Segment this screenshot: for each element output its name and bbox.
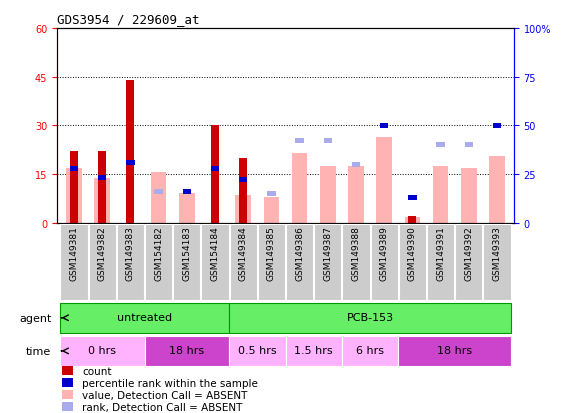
Bar xyxy=(264,198,279,223)
Text: GSM149390: GSM149390 xyxy=(408,225,417,280)
Text: percentile rank within the sample: percentile rank within the sample xyxy=(82,378,258,388)
FancyBboxPatch shape xyxy=(173,225,200,300)
Text: agent: agent xyxy=(19,313,51,323)
Bar xyxy=(211,126,219,223)
Bar xyxy=(436,143,445,148)
Bar xyxy=(352,162,360,167)
Text: untreated: untreated xyxy=(117,312,172,322)
Text: 6 hrs: 6 hrs xyxy=(356,345,384,355)
Bar xyxy=(376,138,392,223)
Text: GSM149386: GSM149386 xyxy=(295,225,304,280)
Text: GSM154182: GSM154182 xyxy=(154,225,163,280)
Bar xyxy=(465,143,473,148)
FancyBboxPatch shape xyxy=(286,225,313,300)
FancyBboxPatch shape xyxy=(145,225,172,300)
FancyBboxPatch shape xyxy=(230,225,257,300)
Text: GSM149391: GSM149391 xyxy=(436,225,445,280)
Bar xyxy=(62,366,73,375)
Bar xyxy=(324,139,332,144)
Bar xyxy=(292,153,307,223)
Bar xyxy=(183,190,191,195)
Bar xyxy=(235,196,251,223)
FancyBboxPatch shape xyxy=(202,225,228,300)
Text: count: count xyxy=(82,366,112,376)
Bar xyxy=(154,190,163,195)
FancyBboxPatch shape xyxy=(61,225,87,300)
Text: rank, Detection Call = ABSENT: rank, Detection Call = ABSENT xyxy=(82,402,243,412)
Bar xyxy=(70,152,78,223)
Bar xyxy=(433,167,448,223)
Bar xyxy=(151,173,166,223)
FancyBboxPatch shape xyxy=(371,225,398,300)
Bar xyxy=(126,81,134,223)
Bar xyxy=(408,216,416,223)
Text: GSM149387: GSM149387 xyxy=(323,225,332,280)
FancyBboxPatch shape xyxy=(229,303,511,333)
Bar xyxy=(94,178,110,223)
Bar xyxy=(98,176,106,181)
Text: time: time xyxy=(26,346,51,356)
Bar xyxy=(211,166,219,171)
FancyBboxPatch shape xyxy=(399,225,426,300)
Bar xyxy=(239,178,247,183)
FancyBboxPatch shape xyxy=(314,225,341,300)
FancyBboxPatch shape xyxy=(427,225,454,300)
Bar xyxy=(461,169,477,223)
Text: GDS3954 / 229609_at: GDS3954 / 229609_at xyxy=(57,13,200,26)
FancyBboxPatch shape xyxy=(342,336,399,366)
Bar xyxy=(493,123,501,128)
FancyBboxPatch shape xyxy=(484,225,510,300)
FancyBboxPatch shape xyxy=(286,336,342,366)
Bar xyxy=(380,123,388,128)
Text: 1.5 hrs: 1.5 hrs xyxy=(295,345,333,355)
FancyBboxPatch shape xyxy=(399,336,511,366)
Bar xyxy=(489,157,505,223)
Bar xyxy=(66,169,82,223)
Text: value, Detection Call = ABSENT: value, Detection Call = ABSENT xyxy=(82,390,248,400)
Bar xyxy=(320,167,336,223)
Bar xyxy=(295,139,304,144)
Bar xyxy=(62,378,73,387)
Text: GSM149389: GSM149389 xyxy=(380,225,389,280)
Text: GSM149388: GSM149388 xyxy=(352,225,360,280)
Text: GSM149383: GSM149383 xyxy=(126,225,135,280)
Bar xyxy=(126,160,135,165)
Bar xyxy=(408,195,417,200)
FancyBboxPatch shape xyxy=(60,336,144,366)
Bar xyxy=(70,166,78,171)
Text: GSM149384: GSM149384 xyxy=(239,225,248,280)
Text: GSM149382: GSM149382 xyxy=(98,225,107,280)
FancyBboxPatch shape xyxy=(343,225,369,300)
FancyBboxPatch shape xyxy=(89,225,116,300)
Text: 18 hrs: 18 hrs xyxy=(169,345,204,355)
FancyBboxPatch shape xyxy=(117,225,144,300)
Text: GSM149381: GSM149381 xyxy=(70,225,79,280)
Bar xyxy=(348,167,364,223)
Bar xyxy=(179,194,195,223)
Text: GSM154184: GSM154184 xyxy=(211,225,219,280)
FancyBboxPatch shape xyxy=(455,225,482,300)
FancyBboxPatch shape xyxy=(229,336,286,366)
Text: GSM149393: GSM149393 xyxy=(492,225,501,280)
Bar xyxy=(62,390,73,399)
Bar xyxy=(239,158,247,223)
Text: 0.5 hrs: 0.5 hrs xyxy=(238,345,276,355)
Text: GSM149385: GSM149385 xyxy=(267,225,276,280)
FancyBboxPatch shape xyxy=(258,225,285,300)
FancyBboxPatch shape xyxy=(60,303,229,333)
Bar xyxy=(267,192,276,196)
Bar xyxy=(62,401,73,411)
Bar xyxy=(98,152,106,223)
FancyBboxPatch shape xyxy=(144,336,229,366)
Text: 0 hrs: 0 hrs xyxy=(88,345,116,355)
Text: 18 hrs: 18 hrs xyxy=(437,345,472,355)
Text: GSM154183: GSM154183 xyxy=(182,225,191,280)
Bar xyxy=(405,217,420,223)
Text: GSM149392: GSM149392 xyxy=(464,225,473,280)
Text: PCB-153: PCB-153 xyxy=(347,312,393,322)
